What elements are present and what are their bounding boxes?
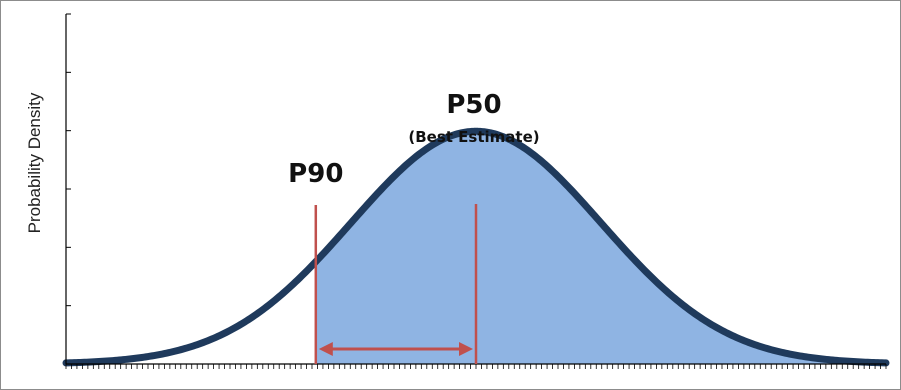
marker-layer (314, 204, 478, 364)
range-arrow-left-head (318, 342, 333, 356)
shaded-area (315, 131, 886, 364)
range-arrow-right-head (459, 342, 473, 356)
p50-sublabel: (Best Estimate) (408, 128, 539, 146)
density-curve (62, 127, 890, 367)
curve-layer (62, 127, 890, 367)
p90-label: P90 (288, 159, 343, 189)
y-axis-label: Probability Density (25, 92, 44, 233)
area-layer (315, 131, 886, 364)
p50-label: P50 (446, 90, 501, 120)
label-layer: P90 P50 (Best Estimate) Probability Density (25, 90, 540, 233)
